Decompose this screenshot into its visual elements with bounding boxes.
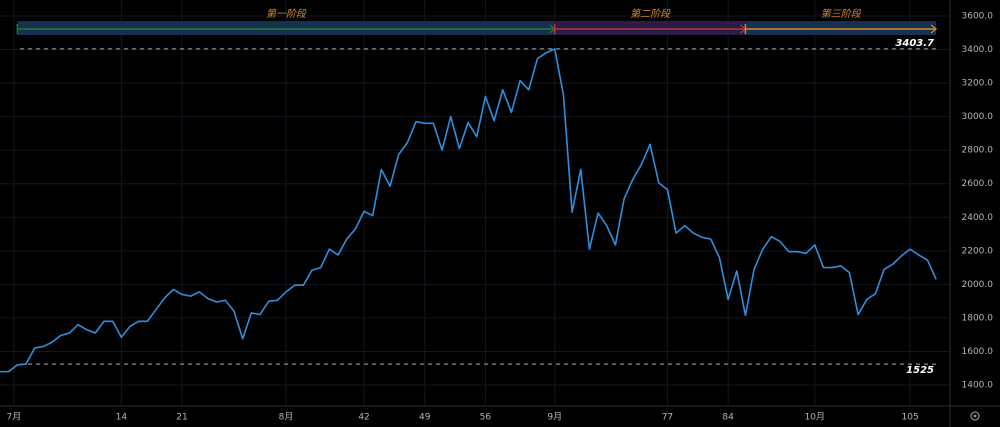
y-tick-label: 2600.0 bbox=[962, 179, 994, 189]
phase-band bbox=[554, 21, 746, 35]
y-tick-label: 3400.0 bbox=[962, 45, 994, 55]
phase-arrow bbox=[930, 24, 938, 34]
x-tick-label: 21 bbox=[176, 413, 187, 423]
y-tick-label: 2400.0 bbox=[962, 213, 994, 223]
phase-band bbox=[745, 21, 937, 35]
y-tick-label: 2800.0 bbox=[962, 146, 994, 156]
y-tick-label: 3200.0 bbox=[962, 79, 994, 89]
gear-center[interactable] bbox=[973, 414, 977, 418]
phase-label: 第二阶段 bbox=[630, 8, 671, 20]
y-tick-label: 3600.0 bbox=[962, 11, 994, 21]
y-tick-label: 2000.0 bbox=[962, 280, 994, 290]
phase-band bbox=[17, 21, 555, 35]
x-tick-label: 56 bbox=[480, 413, 492, 423]
price-line bbox=[0, 48, 937, 373]
x-tick-label: 105 bbox=[902, 413, 919, 423]
reference-label: 1525 bbox=[906, 365, 934, 376]
x-tick-label: 14 bbox=[116, 413, 128, 423]
reference-label: 3403.7 bbox=[895, 38, 934, 49]
y-tick-label: 1400.0 bbox=[962, 381, 994, 391]
x-tick-label: 49 bbox=[419, 413, 431, 423]
settings-icon[interactable] bbox=[970, 411, 980, 421]
x-tick-label: 7月 bbox=[7, 412, 22, 423]
x-tick-label: 42 bbox=[358, 413, 369, 423]
x-tick-label: 8月 bbox=[279, 412, 294, 423]
gear[interactable] bbox=[970, 411, 980, 421]
x-tick-label: 84 bbox=[722, 413, 734, 423]
x-tick-label: 77 bbox=[662, 413, 673, 423]
y-tick-label: 2200.0 bbox=[962, 246, 994, 256]
y-tick-label: 3000.0 bbox=[962, 112, 994, 122]
phase-label: 第三阶段 bbox=[821, 8, 862, 20]
phase-label: 第一阶段 bbox=[266, 8, 307, 20]
x-tick-label: 10月 bbox=[805, 412, 825, 423]
y-tick-label: 1800.0 bbox=[962, 313, 994, 323]
y-tick-label: 1600.0 bbox=[962, 347, 994, 357]
x-tick-label: 9月 bbox=[547, 412, 562, 423]
